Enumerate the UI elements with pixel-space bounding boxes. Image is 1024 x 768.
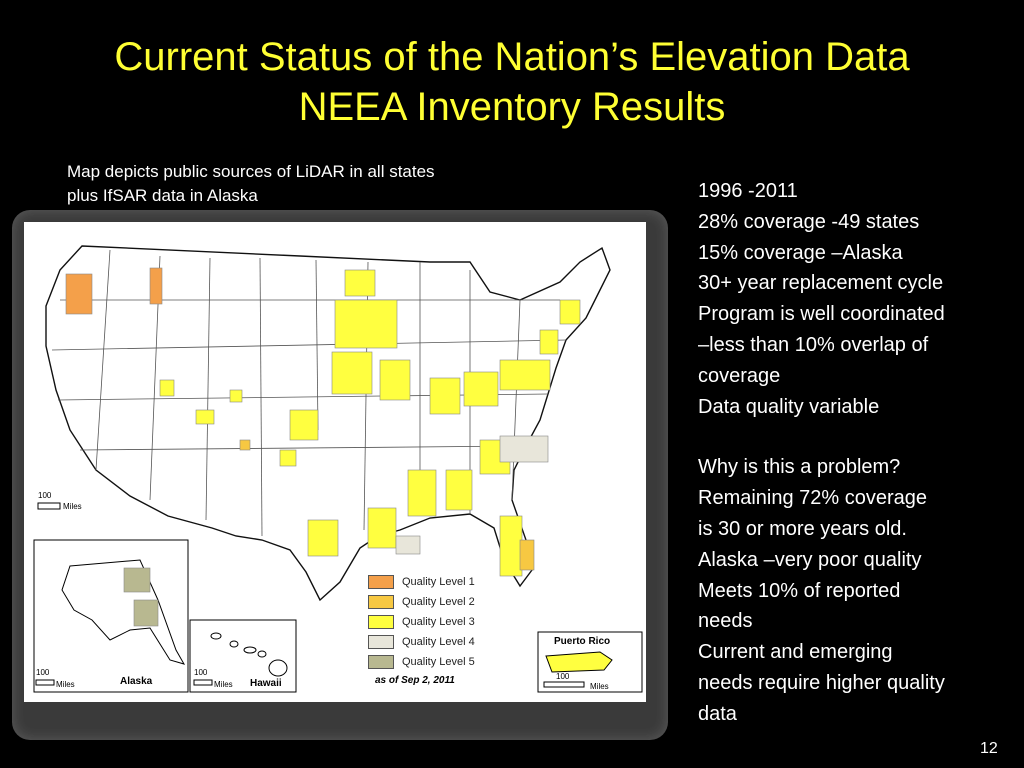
legend-item: Quality Level 1 — [368, 572, 498, 592]
legend-swatch — [368, 655, 394, 669]
legend-swatch — [368, 615, 394, 629]
problem-line: Alaska –very poor quality — [698, 548, 922, 571]
title-line-2: NEEA Inventory Results — [298, 85, 726, 129]
main-scale-value: 100 — [38, 491, 52, 500]
slide-title: Current Status of the Nation’s Elevation… — [0, 32, 1024, 132]
stat-line: 28% coverage -49 states — [698, 210, 920, 233]
stat-line: Data quality variable — [698, 395, 880, 418]
legend-label: Quality Level 3 — [402, 616, 475, 628]
hawaii-islands — [210, 632, 288, 677]
alaska-scale-bar — [35, 679, 55, 686]
stat-line: –less than 10% overlap of — [698, 333, 929, 356]
puerto-rico-shape — [545, 651, 613, 673]
coverage-quality-3 — [159, 269, 581, 577]
coverage-quality-2 — [239, 439, 535, 571]
problem-line: Why is this a problem? — [698, 456, 901, 479]
legend-swatch — [368, 635, 394, 649]
problem-line: Current and emerging — [698, 641, 893, 664]
puerto-rico-label: Puerto Rico — [554, 636, 611, 647]
problem-line: data — [698, 702, 737, 725]
legend-item: Quality Level 4 — [368, 632, 498, 652]
coverage-quality-4 — [395, 435, 549, 555]
coverage-quality-1 — [65, 267, 163, 315]
legend-swatch — [368, 575, 394, 589]
alaska-ifsar-patch — [133, 599, 159, 627]
map-legend: Quality Level 1 Quality Level 2 Quality … — [368, 572, 498, 672]
stat-line: coverage — [698, 364, 781, 387]
problem-line: needs — [698, 610, 753, 633]
legend-item: Quality Level 5 — [368, 652, 498, 672]
hawaii-scale-value: 100 — [194, 668, 208, 677]
legend-label: Quality Level 2 — [402, 596, 475, 608]
legend-label: Quality Level 1 — [402, 576, 475, 588]
stat-line: Program is well coordinated — [698, 303, 945, 326]
alaska-scale-value: 100 — [36, 668, 50, 677]
problem-line: is 30 or more years old. — [698, 517, 907, 540]
problem-line: needs require higher quality — [698, 671, 945, 694]
hawaii-scale-bar — [193, 679, 213, 686]
alaska-label: Alaska — [120, 676, 153, 687]
as-of-date: as of Sep 2, 2011 — [375, 675, 455, 686]
stat-line: 15% coverage –Alaska — [698, 241, 903, 264]
problem-line: Remaining 72% coverage — [698, 487, 928, 510]
hawaii-label: Hawaii — [250, 678, 282, 689]
caption-line-2: plus IfSAR data in Alaska — [67, 186, 258, 205]
alaska-scale-unit: Miles — [56, 680, 75, 689]
title-line-1: Current Status of the Nation’s Elevation… — [114, 35, 910, 79]
stats-text-block: 1996 -2011 28% coverage -49 states 15% c… — [698, 176, 1018, 730]
caption-line-1: Map depicts public sources of LiDAR in a… — [67, 162, 435, 181]
map-caption: Map depicts public sources of LiDAR in a… — [67, 160, 587, 208]
legend-label: Quality Level 5 — [402, 656, 475, 668]
legend-swatch — [368, 595, 394, 609]
main-scale-unit: Miles — [63, 502, 82, 511]
alaska-ifsar-patch — [123, 567, 151, 593]
legend-label: Quality Level 4 — [402, 636, 475, 648]
page-number: 12 — [980, 740, 998, 757]
puerto-rico-scale-unit: Miles — [590, 682, 609, 691]
puerto-rico-scale-value: 100 — [556, 672, 570, 681]
problem-line: Meets 10% of reported — [698, 579, 901, 602]
puerto-rico-scale-bar — [543, 681, 585, 688]
hawaii-scale-unit: Miles — [214, 680, 233, 689]
legend-item: Quality Level 2 — [368, 592, 498, 612]
stat-line: 1996 -2011 — [698, 180, 798, 202]
legend-item: Quality Level 3 — [368, 612, 498, 632]
stat-line: 30+ year replacement cycle — [698, 272, 944, 295]
main-scale-bar — [37, 502, 61, 510]
